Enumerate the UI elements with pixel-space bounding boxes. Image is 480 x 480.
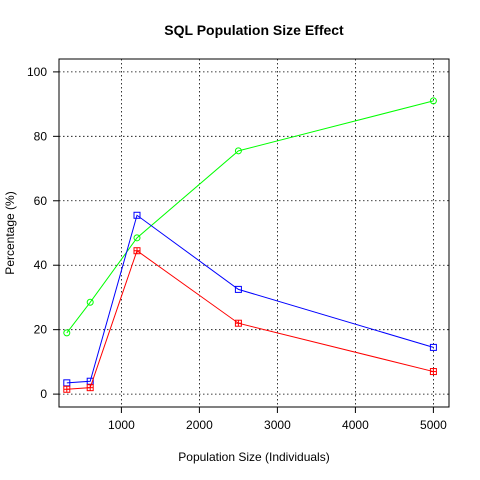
y-tick-label-2: 40 xyxy=(34,258,48,272)
data-point-0-3 xyxy=(234,147,242,155)
y-tick-label-3: 60 xyxy=(34,194,48,208)
data-point-0-1 xyxy=(86,298,94,306)
x-tick-label-4: 5000 xyxy=(420,418,447,432)
y-tick-label-5: 100 xyxy=(27,65,47,79)
data-point-2-0 xyxy=(63,385,71,393)
chart-title: SQL Population Size Effect xyxy=(164,22,344,38)
y-axis-label: Percentage (%) xyxy=(3,191,17,274)
series-line-1 xyxy=(66,214,434,384)
data-point-0-2 xyxy=(133,234,141,242)
data-point-0-4 xyxy=(429,97,437,105)
x-axis-label: Population Size (Individuals) xyxy=(178,450,329,464)
x-axis: 1000 2000 3000 4000 5000 xyxy=(108,407,447,432)
y-axis: 0 20 40 60 80 100 xyxy=(27,65,59,401)
data-point-1-4 xyxy=(429,343,437,351)
series-1 xyxy=(63,211,437,387)
y-tick-label-4: 80 xyxy=(34,129,48,143)
series-2 xyxy=(63,247,437,393)
data-point-2-2 xyxy=(133,247,141,255)
x-tick-label-0: 1000 xyxy=(108,418,135,432)
data-point-2-1 xyxy=(86,384,94,392)
x-tick-label-2: 3000 xyxy=(264,418,291,432)
data-point-2-3 xyxy=(234,319,242,327)
series-line-0 xyxy=(66,100,434,334)
grid xyxy=(59,59,449,407)
data-point-0-0 xyxy=(63,329,71,337)
y-tick-label-1: 20 xyxy=(34,323,48,337)
data-point-1-2 xyxy=(133,211,141,219)
series-0 xyxy=(63,97,437,337)
plot-frame xyxy=(58,58,450,408)
y-tick-label-0: 0 xyxy=(40,387,47,401)
data-point-1-3 xyxy=(234,285,242,293)
x-tick-label-3: 4000 xyxy=(342,418,369,432)
series-layer xyxy=(63,97,437,393)
x-tick-label-1: 2000 xyxy=(186,418,213,432)
data-point-2-4 xyxy=(429,368,437,376)
